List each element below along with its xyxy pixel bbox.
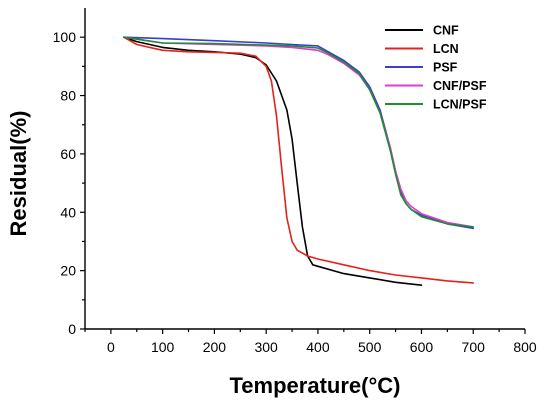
legend-label-cnf-psf: CNF/PSF xyxy=(433,79,487,93)
y-tick-label: 80 xyxy=(60,88,76,104)
x-tick-label: 300 xyxy=(254,339,278,355)
x-tick-label: 700 xyxy=(462,339,486,355)
y-tick-label: 0 xyxy=(68,321,76,337)
series-line-cnf xyxy=(123,36,423,287)
x-tick-label: 600 xyxy=(410,339,434,355)
y-tick-label: 40 xyxy=(60,204,76,220)
y-tick-label: 20 xyxy=(60,263,76,279)
x-tick-label: 800 xyxy=(513,339,537,355)
legend-label-psf: PSF xyxy=(433,61,458,75)
y-tick-label: 100 xyxy=(53,29,77,45)
x-tick-label: 100 xyxy=(151,339,175,355)
legend-label-lcn: LCN xyxy=(433,42,459,56)
legend-label-lcn-psf: LCN/PSF xyxy=(433,98,487,112)
series-line-lcn-psf xyxy=(123,36,475,228)
axes-group: 0 100 200 300 400 500 600 700 800 0 20 40 60 80 100 xyxy=(53,8,537,355)
legend: CNF LCN PSF CNF/PSF LCN/PSF xyxy=(385,24,487,112)
legend-label-cnf: CNF xyxy=(433,24,459,38)
x-axis-title: Temperature(°C) xyxy=(230,373,401,398)
x-tick-label: 200 xyxy=(203,339,227,355)
x-tick-label: 0 xyxy=(107,339,115,355)
x-tick-label: 400 xyxy=(306,339,330,355)
series-group xyxy=(123,36,475,287)
x-tick-label: 500 xyxy=(358,339,382,355)
y-axis-title: Residual(%) xyxy=(6,111,31,237)
y-tick-label: 60 xyxy=(60,146,76,162)
series-line-lcn xyxy=(123,36,475,284)
